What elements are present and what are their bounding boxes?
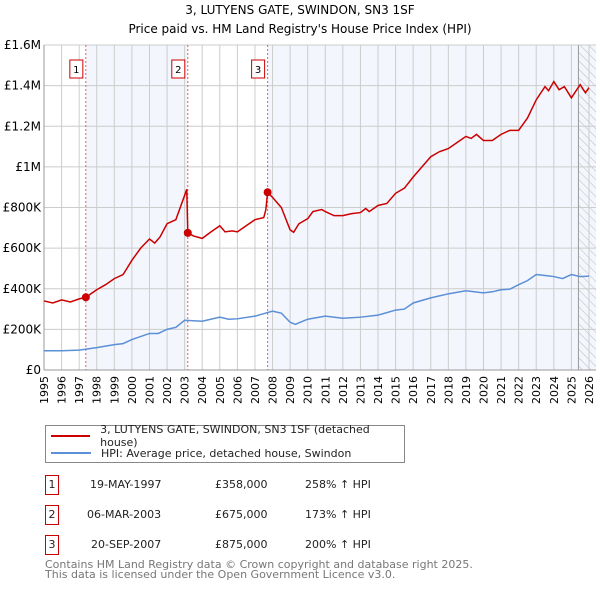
x-tick-label: 2016 — [407, 376, 420, 404]
legend-swatch — [51, 452, 91, 454]
sale-marker-label: 3 — [255, 65, 261, 76]
x-tick-label: 2014 — [372, 376, 385, 404]
legend-item-property: 3, LUTYENS GATE, SWINDON, SN3 1SF (detac… — [46, 423, 404, 449]
marker-badge: 2 — [45, 505, 59, 525]
y-tick-label: £0 — [26, 363, 41, 377]
x-tick-label: 2020 — [477, 376, 490, 404]
copyright-text: Contains HM Land Registry data © Crown c… — [45, 558, 473, 571]
y-tick-label: £1.6M — [4, 38, 41, 52]
marker-badge: 3 — [45, 535, 59, 555]
transaction-row: 1 19-MAY-1997 £358,000 258% ↑ HPI — [45, 475, 445, 495]
series-line — [44, 273, 590, 352]
legend-label: 3, LUTYENS GATE, SWINDON, SN3 1SF (detac… — [100, 423, 370, 449]
x-tick-label: 2003 — [179, 376, 192, 404]
x-tick-label: 2008 — [267, 376, 280, 404]
legend-item-hpi: HPI: Average price, detached house, Swin… — [46, 445, 351, 461]
sale-point — [81, 293, 90, 302]
x-tick-label: 2005 — [214, 376, 227, 404]
x-tick-label: 2012 — [337, 376, 350, 404]
price-chart: 3, LUTYENS GATE, SWINDON, SN3 1SF Price … — [3, 3, 596, 404]
y-tick-label: £200K — [3, 322, 43, 336]
x-tick-label: 1995 — [38, 376, 51, 404]
sale-marker-box — [69, 59, 84, 79]
sale-point — [183, 228, 192, 237]
x-tick-label: 2013 — [354, 376, 367, 404]
x-tick-label: 2002 — [161, 376, 174, 404]
y-tick-label: £400K — [3, 282, 43, 296]
x-tick-label: 1997 — [73, 376, 86, 404]
y-tick-label: £800K — [3, 201, 43, 215]
legend: 3, LUTYENS GATE, SWINDON, SN3 1SF (detac… — [45, 423, 405, 463]
footer: Contains HM Land Registry data © Crown c… — [45, 558, 473, 581]
x-tick-label: 2017 — [425, 376, 438, 404]
licence-text: This data is licensed under the Open Gov… — [45, 568, 396, 581]
x-tick-label: 2006 — [231, 376, 244, 404]
price: £875,000 — [215, 538, 268, 551]
x-tick-label: 2015 — [390, 376, 403, 404]
x-tick-label: 2025 — [565, 376, 578, 404]
legend-swatch — [51, 435, 91, 437]
chart-title: 3, LUTYENS GATE, SWINDON, SN3 1SF — [185, 3, 414, 17]
x-tick-label: 2024 — [548, 376, 561, 404]
y-tick-label: £1.2M — [4, 119, 41, 133]
transaction-row: 2 06-MAR-2003 £675,000 173% ↑ HPI — [45, 505, 445, 525]
y-tick-label: £1.4M — [4, 79, 41, 93]
transaction-row: 3 20-SEP-2007 £875,000 200% ↑ HPI — [45, 535, 445, 555]
x-tick-label: 2026 — [583, 376, 596, 404]
sale-marker-label: 2 — [175, 65, 181, 76]
x-tick-label: 2010 — [302, 376, 315, 404]
sale-point — [263, 188, 272, 197]
sale-marker-label: 1 — [73, 65, 79, 76]
legend-label: HPI: Average price, detached house, Swin… — [101, 446, 352, 460]
x-tick-label: 2023 — [530, 376, 543, 404]
price: £358,000 — [215, 478, 268, 491]
marker-badge: 1 — [45, 475, 59, 495]
y-tick-label: £1M — [15, 160, 41, 174]
date: 19-MAY-1997 — [90, 478, 162, 491]
price: £675,000 — [215, 508, 268, 521]
x-tick-label: 2021 — [495, 376, 508, 404]
hpi-change: 258% ↑ HPI — [305, 478, 371, 491]
hpi-change: 200% ↑ HPI — [305, 538, 371, 551]
series-line — [43, 80, 590, 304]
x-tick-label: 2000 — [126, 376, 139, 404]
x-tick-label: 2019 — [460, 376, 473, 404]
x-tick-label: 2001 — [143, 376, 156, 404]
x-tick-label: 2018 — [442, 376, 455, 404]
chart-subtitle: Price paid vs. HM Land Registry's House … — [128, 22, 471, 36]
x-tick-label: 1996 — [56, 376, 69, 404]
date: 06-MAR-2003 — [87, 508, 162, 521]
x-tick-label: 2007 — [249, 376, 262, 404]
y-tick-label: £600K — [3, 241, 43, 255]
date: 20-SEP-2007 — [91, 538, 162, 551]
x-tick-label: 2009 — [284, 376, 297, 404]
x-tick-label: 1999 — [108, 376, 121, 404]
sale-marker-box — [251, 59, 266, 79]
x-tick-label: 1998 — [91, 376, 104, 404]
hpi-change: 173% ↑ HPI — [305, 508, 371, 521]
x-tick-label: 2011 — [319, 376, 332, 404]
x-tick-label: 2022 — [513, 376, 526, 404]
sale-marker-box — [171, 59, 186, 79]
x-tick-label: 2004 — [196, 376, 209, 404]
